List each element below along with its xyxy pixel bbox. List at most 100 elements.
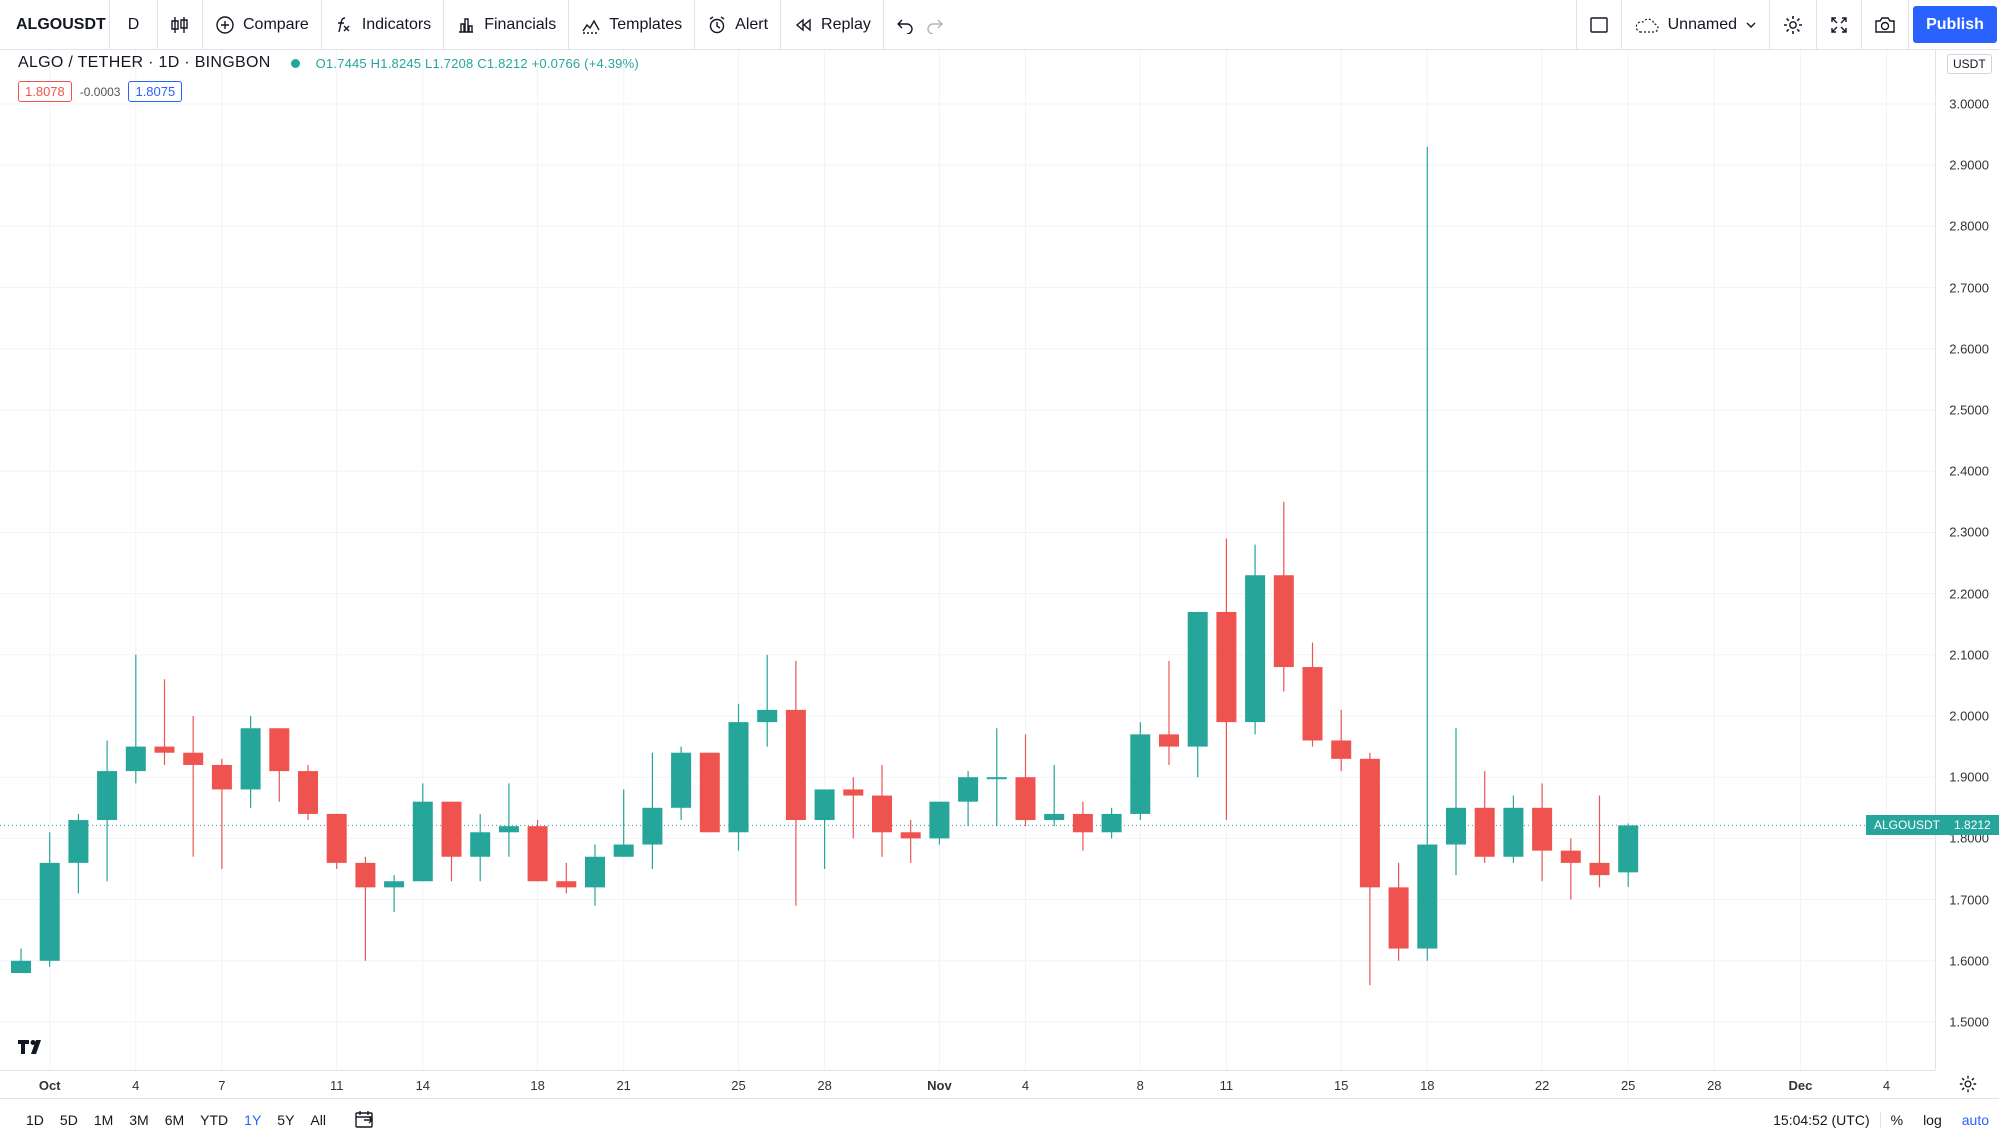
redo-icon (927, 19, 943, 34)
symbol-search-button[interactable]: ALGOUSDT (0, 0, 110, 49)
templates-button[interactable]: Templates (569, 0, 696, 49)
gear-icon (1784, 15, 1802, 34)
candle-up (1130, 734, 1151, 814)
templates-icon (582, 19, 600, 34)
time-tick-label: Oct (38, 1078, 61, 1093)
price-tick-label: 2.9000 (1949, 157, 1989, 173)
fullscreen-icon (1831, 16, 1847, 33)
chart-type-button[interactable] (158, 0, 203, 49)
sell-price-button[interactable]: 1.8078 (18, 81, 72, 102)
time-tick-label: 15 (1333, 1078, 1349, 1093)
top-toolbar: ALGOUSDT D Compare Indicators Financials… (0, 0, 1999, 50)
percent-toggle[interactable]: % (1890, 1112, 1904, 1128)
range-button-1y[interactable]: 1Y (244, 1111, 262, 1128)
time-tick-label: 11 (329, 1078, 344, 1093)
range-button-1m[interactable]: 1M (93, 1111, 114, 1128)
replay-button[interactable]: Replay (781, 0, 884, 49)
financials-button[interactable]: Financials (444, 0, 570, 49)
range-button-3m[interactable]: 3M (129, 1111, 149, 1128)
candle-up (958, 777, 979, 802)
time-axis[interactable]: Oct 4 7 11 14 18 21 25 28 Nov 4 8 11 15 18 22 25 28 Dec 4 (0, 1070, 1935, 1098)
plus-circle-icon (216, 15, 234, 34)
candle-down (1474, 807, 1495, 857)
price-tick-label: 2.7000 (1949, 280, 1989, 296)
snapshot-button[interactable] (1862, 0, 1909, 49)
rewind-icon (795, 18, 811, 31)
time-tick-label: 14 (415, 1078, 431, 1093)
candle-up (1187, 611, 1208, 747)
candle-up (1446, 807, 1466, 845)
candle-up (412, 801, 433, 882)
candle-up (470, 832, 491, 857)
range-button-ytd[interactable]: YTD (200, 1111, 229, 1128)
last-price-symbol: ALGOUSDT (1874, 818, 1941, 833)
price-tick-label: 2.3000 (1949, 524, 1989, 540)
axis-settings-gear-icon[interactable] (1958, 1074, 1978, 1094)
ohlc-values: O1.7445 H1.8245 L1.7208 C1.8212 +0.0766 … (315, 55, 639, 71)
candle-up (1101, 813, 1122, 833)
replay-label: Replay (821, 15, 871, 33)
time-tick-label: 4 (1882, 1078, 1891, 1093)
camera-icon (1875, 16, 1895, 33)
date-range-buttons: 1D 5D 1M 3M 6M YTD 1Y 5Y All (0, 1112, 334, 1128)
candle-up (757, 709, 778, 723)
log-toggle[interactable]: log (1923, 1112, 1942, 1128)
redo-button[interactable] (926, 0, 956, 49)
candle-down (699, 752, 720, 833)
compare-label: Compare (243, 15, 309, 33)
cloud-icon (1635, 18, 1659, 33)
candle-down (183, 752, 204, 765)
clock-timezone[interactable]: 15:04:52 (UTC) (1763, 1112, 1881, 1128)
financials-label: Financials (484, 15, 557, 33)
candle-up (613, 844, 634, 857)
undo-icon (896, 19, 913, 34)
indicators-button[interactable]: Indicators (322, 0, 445, 49)
goto-date-icon[interactable] (354, 1110, 376, 1130)
candle-down (1331, 740, 1352, 759)
candle-up (986, 777, 1007, 780)
range-button-1d[interactable]: 1D (26, 1111, 44, 1128)
candle-up (1044, 813, 1065, 821)
candle-up (39, 862, 60, 961)
price-tick-label: 1.9000 (1949, 769, 1989, 785)
buy-price-button[interactable]: 1.8075 (128, 81, 183, 102)
price-axis[interactable]: 1.5000 1.6000 1.7000 1.8000 1.9000 2.0000 2.10… (1935, 50, 1999, 1070)
interval-button[interactable]: D (110, 0, 158, 49)
toolbar-spacer (956, 0, 1576, 49)
time-tick-label: 25 (1620, 1078, 1636, 1093)
candle-up (728, 722, 749, 833)
candle-down (1159, 734, 1179, 747)
fullscreen-button[interactable] (1817, 0, 1862, 49)
candle-down (1015, 777, 1036, 821)
candle-up (1618, 825, 1639, 873)
range-button-all[interactable]: All (310, 1111, 326, 1128)
time-tick-label: 18 (1420, 1078, 1435, 1093)
range-button-6m[interactable]: 6M (164, 1111, 185, 1128)
candle-up (68, 820, 89, 863)
currency-label[interactable]: USDT (1947, 54, 1992, 74)
candle-up (125, 746, 146, 772)
range-button-5y[interactable]: 5Y (277, 1111, 295, 1128)
price-chart[interactable] (0, 50, 1935, 1070)
price-tick-label: 2.0000 (1949, 708, 1989, 724)
range-button-5d[interactable]: 5D (59, 1111, 78, 1128)
tradingview-logo[interactable] (14, 1034, 50, 1060)
layout-toggle-button[interactable] (1575, 0, 1622, 49)
settings-button[interactable] (1770, 0, 1817, 49)
undo-button[interactable] (884, 0, 926, 49)
symbol-title[interactable]: ALGO / TETHER · 1D · BINGBON (18, 54, 271, 71)
candle-down (154, 746, 175, 753)
candle-up (642, 807, 663, 845)
candle-down (298, 771, 318, 814)
price-tick-label: 2.2000 (1949, 586, 1989, 602)
auto-scale-toggle[interactable]: auto (1961, 1112, 1989, 1128)
price-tick-label: 2.6000 (1949, 341, 1989, 357)
candle-up (1245, 575, 1266, 723)
candle-up (11, 960, 31, 974)
alert-button[interactable]: Alert (695, 0, 782, 49)
publish-button[interactable]: Publish (1913, 6, 1997, 43)
price-tick-label: 1.5000 (1949, 1014, 1989, 1030)
layout-name-button[interactable]: Unnamed (1622, 0, 1770, 49)
compare-button[interactable]: Compare (203, 0, 322, 49)
